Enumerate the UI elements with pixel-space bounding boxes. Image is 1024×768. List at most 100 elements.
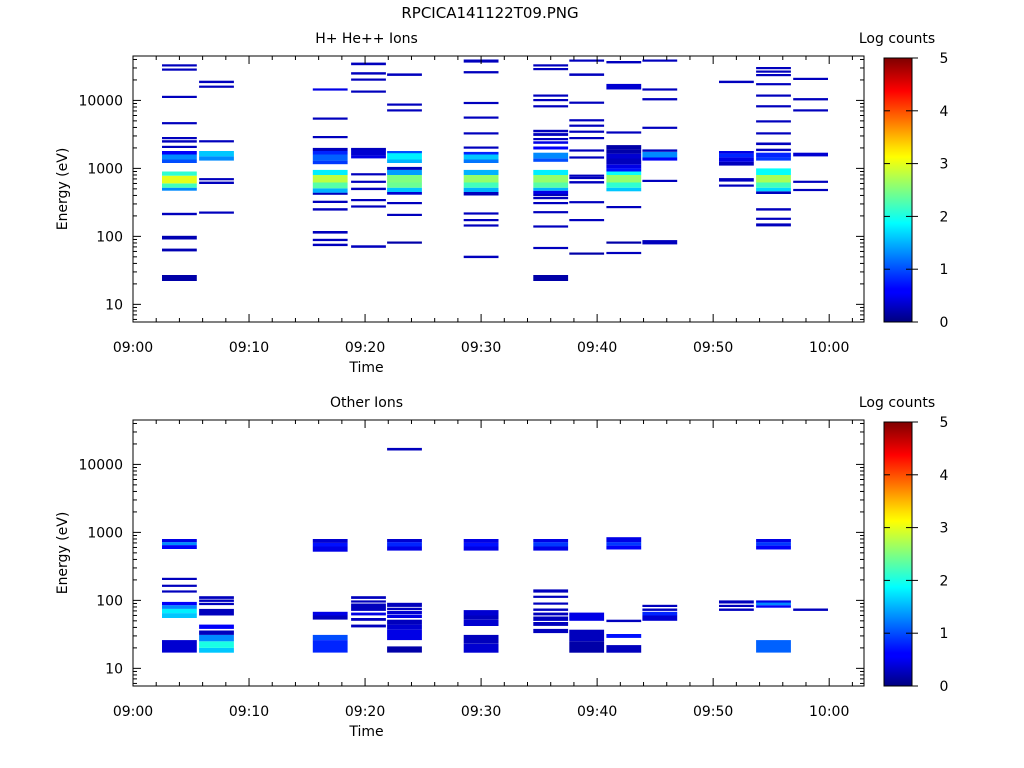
heatmap-cell-1-6-2 (533, 225, 569, 228)
heatmap-cell-2-2-1 (312, 634, 348, 641)
heatmap-cell-1-11-7 (756, 168, 791, 175)
heatmap-cell-1-5-13 (463, 132, 499, 135)
heatmap-cell-1-4-12 (387, 109, 422, 112)
heatmap-cell-1-7-4 (569, 176, 605, 180)
heatmap-cell-1-8-5 (606, 175, 642, 183)
x-tick-label: 09:40 (577, 340, 617, 356)
heatmap-cell-1-5-0 (463, 255, 499, 259)
heatmap-cell-1-1-4 (199, 151, 234, 157)
heatmap-cell-1-11-13 (756, 120, 791, 123)
heatmap-cell-2-5-6 (463, 542, 499, 547)
heatmap-cell-1-4-13 (387, 103, 422, 106)
heatmap-cell-1-1-3 (199, 156, 234, 161)
heatmap-cell-1-9-4 (642, 149, 678, 152)
heatmap-cell-2-0-5 (162, 590, 197, 593)
heatmap-cell-1-5-1 (463, 224, 499, 227)
heatmap-cell-2-1-6 (199, 602, 234, 606)
heatmap-cell-1-4-11 (387, 151, 422, 154)
y-tick-label: 10000 (78, 457, 123, 473)
heatmap-cell-1-2-15 (312, 117, 348, 120)
heatmap-cell-2-5-7 (463, 539, 499, 543)
heatmap-cell-2-4-10 (387, 539, 422, 543)
heatmap-cell-1-6-22 (533, 68, 569, 71)
heatmap-cell-1-6-11 (533, 169, 569, 175)
heatmap-cell-1-6-12 (533, 158, 569, 162)
heatmap-cell-2-4-11 (387, 447, 422, 451)
figure-title: RPCICA141122T09.PNG (401, 4, 579, 22)
heatmap-cell-1-6-3 (533, 211, 569, 214)
y-axis-label: Energy (eV) (55, 148, 71, 231)
x-tick-label: 09:00 (113, 704, 153, 720)
heatmap-cell-1-0-16 (162, 68, 197, 71)
y-tick-label: 10 (105, 297, 123, 313)
heatmap-cell-1-11-18 (756, 70, 791, 73)
heatmap-cell-2-3-1 (351, 618, 386, 621)
heatmap-cell-2-8-2 (606, 619, 642, 623)
colorbar-tick-label: 3 (940, 157, 949, 173)
heatmap-cell-2-6-6 (533, 595, 569, 598)
heatmap-cell-2-4-7 (387, 602, 422, 607)
heatmap-cell-2-1-5 (199, 608, 234, 616)
heatmap-cell-2-6-3 (533, 612, 569, 616)
heatmap-cell-2-3-4 (351, 600, 386, 603)
heatmap-cell-1-4-3 (387, 192, 422, 195)
colorbar-gradient (883, 421, 913, 687)
heatmap-cell-2-5-5 (463, 546, 499, 551)
heatmap-cell-1-11-19 (756, 67, 791, 70)
heatmap-cell-1-0-6 (162, 175, 197, 184)
heatmap-cell-2-1-0 (199, 647, 234, 653)
heatmap-cell-1-10-0 (719, 184, 754, 187)
heatmap-cell-2-3-2 (351, 612, 386, 616)
heatmap-cell-2-11-5 (756, 542, 791, 546)
heatmap-cell-2-0-1 (162, 613, 197, 618)
heatmap-cell-1-1-1 (199, 181, 234, 184)
heatmap-cell-1-11-4 (756, 187, 791, 192)
colorbar-tick-label: 0 (940, 679, 949, 695)
heatmap-cell-2-8-1 (606, 634, 642, 638)
heatmap-cell-2-7-2 (569, 612, 605, 621)
heatmap-cell-1-3-11 (351, 72, 386, 75)
heatmap-cell-1-7-10 (569, 124, 605, 127)
heatmap-cell-1-7-5 (569, 174, 605, 177)
heatmap-cell-2-8-0 (606, 645, 642, 653)
heatmap-cell-2-3-0 (351, 624, 386, 628)
heatmap-cell-2-0-2 (162, 608, 197, 614)
heatmap-cell-1-0-8 (162, 159, 197, 163)
heatmap-cell-1-5-3 (463, 212, 499, 215)
x-tick-label: 10:00 (809, 340, 849, 356)
heatmap-cell-2-1-3 (199, 630, 234, 635)
panel-title: H+ He++ Ions (315, 31, 418, 47)
heatmap-cell-1-4-2 (387, 202, 422, 205)
x-tick-label: 09:40 (577, 704, 617, 720)
heatmap-cell-1-11-3 (756, 191, 791, 194)
heatmap-cell-1-4-6 (387, 175, 422, 183)
heatmap-cell-1-0-7 (162, 171, 197, 176)
heatmap-cell-1-8-9 (606, 158, 642, 165)
heatmap-cell-2-0-8 (162, 545, 197, 549)
heatmap-cell-1-2-10 (312, 160, 348, 165)
heatmap-cell-1-8-15 (606, 61, 642, 64)
heatmap-cell-1-12-4 (793, 98, 828, 101)
colorbar-tick-label: 3 (940, 521, 949, 537)
heatmap-cell-1-6-17 (533, 133, 569, 136)
heatmap-cell-2-1-7 (199, 599, 234, 602)
heatmap-cell-1-7-11 (569, 119, 605, 122)
heatmap-cell-1-0-10 (162, 151, 197, 155)
heatmap-cell-1-5-4 (463, 192, 499, 196)
heatmap-cell-1-9-5 (642, 126, 678, 129)
heatmap-cell-2-6-7 (533, 589, 569, 593)
heatmap-cell-1-2-6 (312, 188, 348, 193)
heatmap-cell-1-8-4 (606, 182, 642, 188)
heatmap-cell-1-8-14 (606, 83, 642, 90)
heatmap-cell-1-6-21 (533, 94, 569, 97)
heatmap-cell-2-6-4 (533, 608, 569, 611)
heatmap-cell-2-2-5 (312, 542, 348, 547)
heatmap-cell-1-4-7 (387, 169, 422, 175)
heatmap-cell-1-8-1 (606, 241, 642, 244)
heatmap-cell-1-2-3 (312, 208, 348, 211)
heatmap-cell-1-3-9 (351, 90, 386, 93)
heatmap-cell-1-3-8 (351, 147, 386, 151)
x-tick-label: 09:50 (693, 704, 733, 720)
colorbar-tick-label: 5 (940, 51, 949, 67)
x-tick-label: 09:10 (229, 704, 269, 720)
